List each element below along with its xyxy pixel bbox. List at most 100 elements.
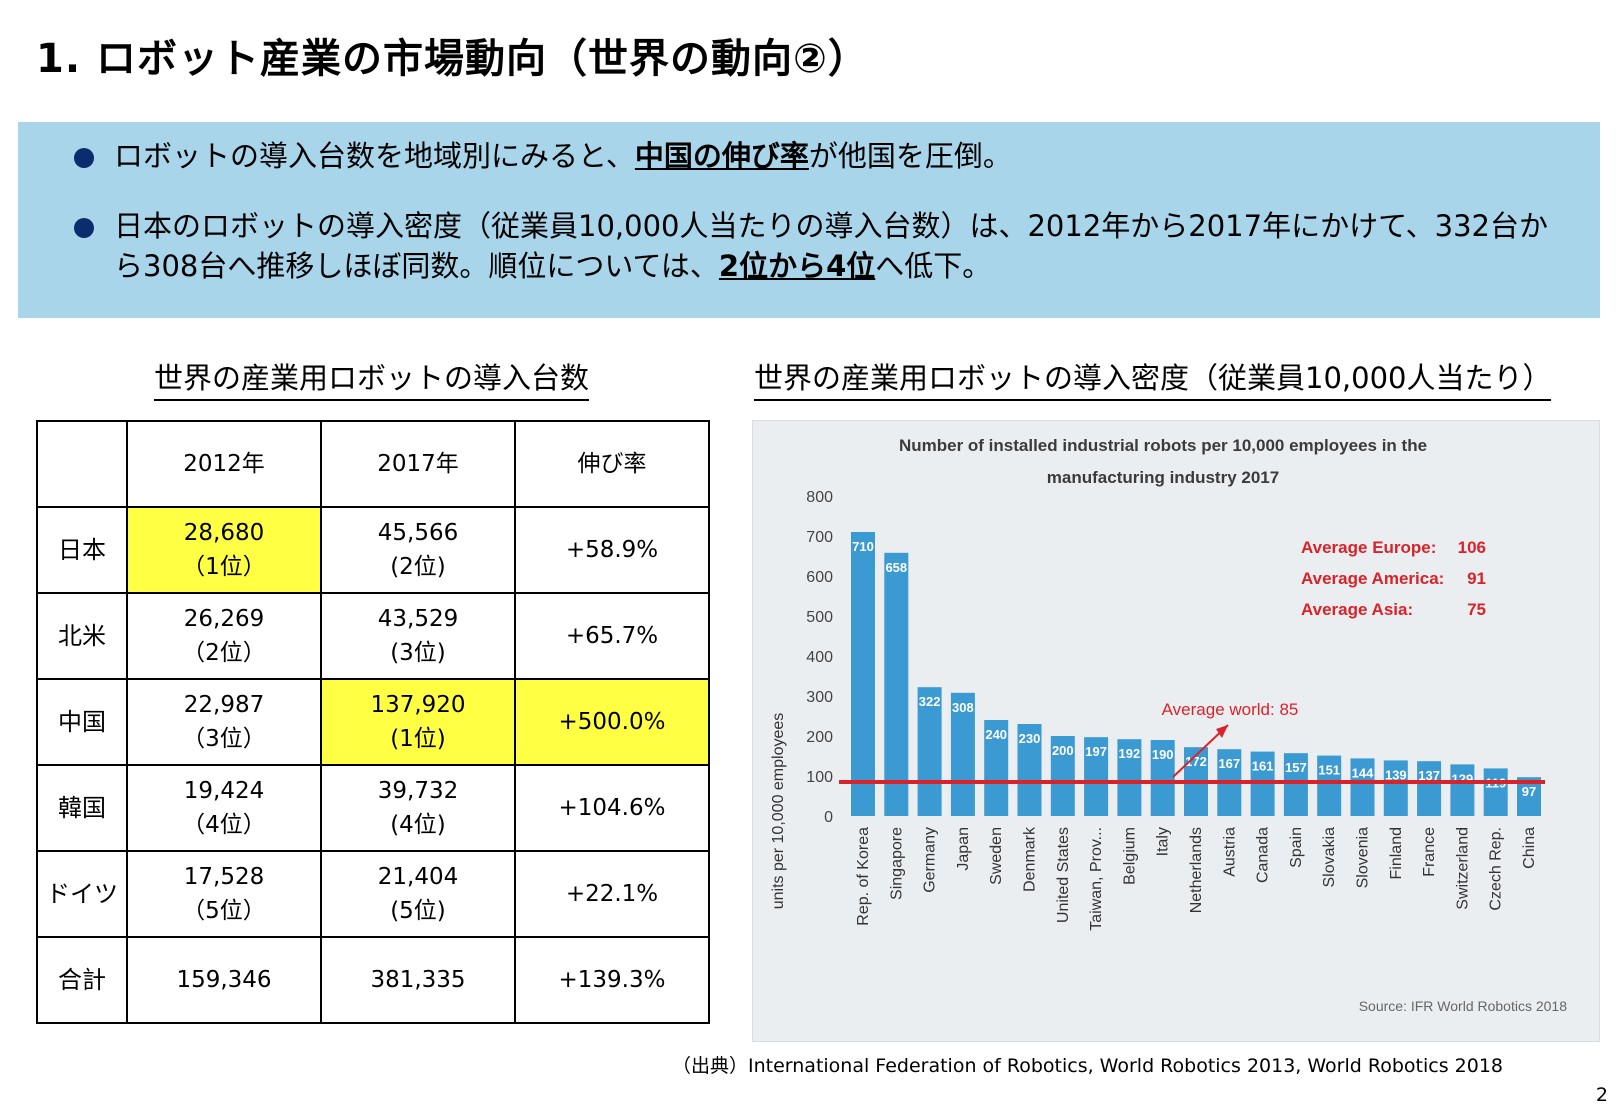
page-number: 2	[1595, 1084, 1608, 1106]
slide-title: 1. ロボット産業の市場動向（世界の動向②）	[36, 36, 869, 82]
cell-rank: （5位）	[182, 898, 266, 924]
bar-data-label: 658	[885, 560, 907, 575]
bar-data-label: 230	[1019, 731, 1041, 746]
table-header-row: 2012年 2017年 伸び率	[36, 420, 710, 508]
y-tick-label: 400	[806, 649, 833, 666]
value-2012-cell: 28,680 （1位）	[126, 506, 322, 594]
cell-value: 159,346	[176, 967, 272, 993]
bar-data-label: 151	[1318, 763, 1340, 778]
x-tick-label: United States	[1055, 827, 1072, 923]
regional-average-label: Average America:	[1301, 569, 1444, 588]
table-header-cell: 2017年	[320, 420, 516, 508]
chart-bar	[1017, 724, 1042, 816]
cell-rank: (5位)	[390, 898, 446, 924]
x-tick-label: Spain	[1288, 827, 1305, 868]
value-2012-cell: 17,528 （5位）	[126, 850, 322, 938]
density-chart: Number of installed industrial robots pe…	[752, 420, 1600, 1042]
bar-data-label: 137	[1418, 768, 1440, 783]
cell-value: 43,529	[377, 606, 459, 632]
x-tick-label: China	[1521, 827, 1538, 869]
cell-value: 26,269	[183, 606, 265, 632]
table-header-cell: 伸び率	[514, 420, 710, 508]
cell-value: 17,528	[183, 864, 265, 890]
bar-data-label: 172	[1185, 754, 1207, 769]
x-tick-label: Belgium	[1121, 827, 1138, 885]
x-tick-label: Slovenia	[1355, 827, 1372, 888]
average-world-label: Average world: 85	[1162, 700, 1299, 719]
chart-bar	[851, 532, 875, 816]
table-row: 韓国 19,424 （4位） 39,732 (4位) +104.6%	[36, 764, 710, 852]
y-tick-label: 0	[824, 809, 833, 826]
cell-value: 137,920	[370, 692, 466, 718]
bullet-2-emphasis: 2位から4位	[718, 249, 876, 283]
x-tick-label: Sweden	[988, 827, 1005, 885]
regional-average-value: 91	[1467, 569, 1486, 588]
growth-cell: +104.6%	[514, 764, 710, 852]
bar-data-label: 129	[1452, 771, 1474, 786]
cell-value: 21,404	[377, 864, 459, 890]
chart-bar	[917, 687, 942, 816]
chart-title-line-2: manufacturing industry 2017	[1047, 468, 1279, 487]
table-row: ドイツ 17,528 （5位） 21,404 (5位) +22.1%	[36, 850, 710, 938]
table-row: 北米 26,269 （2位） 43,529 (3位) +65.7%	[36, 592, 710, 680]
chart-bar	[1317, 755, 1342, 816]
cell-value: 28,680	[183, 520, 265, 546]
regional-average-value: 75	[1467, 600, 1486, 619]
bullet-1-before: ロボットの導入台数を地域別にみると、	[114, 139, 635, 173]
bar-data-label: 139	[1385, 767, 1407, 782]
cell-rank: （1位）	[182, 554, 266, 580]
y-tick-label: 600	[806, 569, 833, 586]
x-tick-label: Austria	[1221, 827, 1238, 877]
value-2012-cell: 26,269 （2位）	[126, 592, 322, 680]
bar-data-label: 97	[1522, 784, 1536, 799]
chart-bar	[1350, 758, 1375, 816]
bar-data-label: 710	[852, 539, 874, 554]
bullet-1-after: が他国を圧倒。	[808, 139, 1012, 173]
chart-bar	[1084, 737, 1109, 816]
chart-bar	[884, 552, 909, 816]
region-cell: 韓国	[36, 764, 128, 852]
y-axis-label: units per 10,000 employees	[770, 713, 787, 910]
average-world-arrow	[1172, 724, 1229, 778]
cell-value: 381,335	[370, 967, 466, 993]
value-2017-cell: 39,732 (4位)	[320, 764, 516, 852]
bar-data-label: 161	[1252, 759, 1274, 774]
y-tick-label: 200	[806, 729, 833, 746]
x-tick-label: Germany	[922, 827, 939, 893]
cell-rank: (4位)	[390, 812, 446, 838]
bar-data-label: 197	[1085, 744, 1107, 759]
chart-section-title: 世界の産業用ロボットの導入密度（従業員10,000人当たり）	[754, 355, 1552, 401]
x-tick-label: Canada	[1255, 827, 1272, 883]
x-tick-label: Rep. of Korea	[855, 827, 872, 926]
table-section-title: 世界の産業用ロボットの導入台数	[154, 355, 590, 401]
x-tick-label: Singapore	[888, 827, 905, 900]
cell-rank: （3位）	[182, 726, 266, 752]
regional-average-value: 106	[1458, 538, 1486, 557]
bullet-2-before: 日本のロボットの導入密度（従業員10,000人当たりの導入台数）は、2012年か…	[114, 209, 1548, 283]
arrow-head-icon	[1216, 725, 1228, 738]
value-2017-cell: 381,335	[320, 936, 516, 1024]
growth-cell: +65.7%	[514, 592, 710, 680]
x-tick-label: Denmark	[1022, 826, 1039, 892]
region-cell: 合計	[36, 936, 128, 1024]
x-tick-label: Taiwan, Prov...	[1088, 827, 1105, 931]
y-tick-label: 800	[806, 489, 833, 506]
y-tick-label: 700	[806, 529, 833, 546]
x-tick-label: Italy	[1155, 827, 1172, 856]
bar-data-label: 200	[1052, 743, 1074, 758]
chart-title-line-1: Number of installed industrial robots pe…	[899, 436, 1427, 455]
cell-rank: (1位)	[390, 726, 446, 752]
chart-bar	[1150, 740, 1175, 816]
value-2017-cell: 45,566 (2位)	[320, 506, 516, 594]
table-header-cell	[36, 420, 128, 508]
cell-rank: (3位)	[390, 640, 446, 666]
bullet-dot-icon	[74, 218, 94, 238]
table-header-cell: 2012年	[126, 420, 322, 508]
bar-data-label: 157	[1285, 760, 1307, 775]
chart-bar	[1283, 753, 1308, 816]
bar-data-label: 322	[919, 694, 941, 709]
cell-rank: （2位）	[182, 640, 266, 666]
chart-bar	[1417, 761, 1442, 816]
y-tick-label: 300	[806, 689, 833, 706]
bar-data-label: 190	[1152, 747, 1174, 762]
